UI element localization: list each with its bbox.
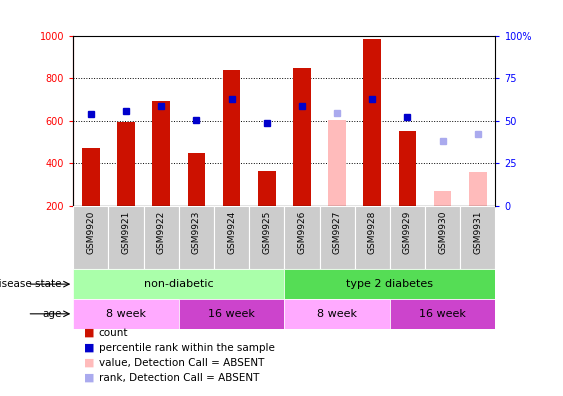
Text: ■: ■ [84, 373, 95, 383]
Bar [82, 148, 100, 206]
Bar [425, 206, 461, 269]
Bar [144, 206, 179, 269]
Text: ■: ■ [84, 343, 95, 353]
Text: GSM9925: GSM9925 [262, 211, 271, 254]
Text: age: age [43, 309, 62, 319]
Bar [355, 206, 390, 269]
Bar [390, 299, 495, 329]
Bar [258, 171, 275, 206]
Text: 8 week: 8 week [317, 309, 357, 319]
Bar [214, 206, 249, 269]
Text: rank, Detection Call = ABSENT: rank, Detection Call = ABSENT [99, 373, 259, 383]
Bar [364, 39, 381, 206]
Bar [399, 131, 416, 206]
Bar [223, 70, 240, 206]
Bar [434, 191, 452, 206]
Text: 16 week: 16 week [208, 309, 255, 319]
Bar [320, 206, 355, 269]
Bar [73, 269, 284, 299]
Text: GSM9923: GSM9923 [192, 211, 201, 254]
Bar [108, 206, 144, 269]
Bar [461, 206, 495, 269]
Bar [293, 68, 311, 206]
Text: GSM9926: GSM9926 [297, 211, 306, 254]
Text: 8 week: 8 week [106, 309, 146, 319]
Text: GSM9921: GSM9921 [122, 211, 131, 254]
Bar [117, 122, 135, 206]
Text: GSM9922: GSM9922 [157, 211, 166, 254]
Text: disease state: disease state [0, 279, 62, 289]
Bar [284, 206, 320, 269]
Text: GSM9929: GSM9929 [403, 211, 412, 254]
Bar [390, 206, 425, 269]
Text: GSM9928: GSM9928 [368, 211, 377, 254]
Bar [153, 101, 170, 206]
Text: value, Detection Call = ABSENT: value, Detection Call = ABSENT [99, 358, 264, 368]
Bar [249, 206, 284, 269]
Text: GSM9920: GSM9920 [86, 211, 95, 254]
Bar [73, 299, 179, 329]
Text: 16 week: 16 week [419, 309, 466, 319]
Text: GSM9931: GSM9931 [473, 211, 482, 255]
Bar [284, 269, 495, 299]
Text: percentile rank within the sample: percentile rank within the sample [99, 343, 274, 353]
Bar [328, 120, 346, 206]
Text: type 2 diabetes: type 2 diabetes [346, 279, 434, 289]
Bar [469, 172, 486, 206]
Bar [284, 299, 390, 329]
Bar [187, 153, 205, 206]
Text: ■: ■ [84, 358, 95, 368]
Text: count: count [99, 327, 128, 338]
Bar [179, 299, 284, 329]
Text: GSM9924: GSM9924 [227, 211, 236, 254]
Text: GSM9927: GSM9927 [333, 211, 342, 254]
Text: ■: ■ [84, 327, 95, 338]
Text: non-diabetic: non-diabetic [144, 279, 213, 289]
Bar [73, 206, 108, 269]
Bar [179, 206, 214, 269]
Text: GSM9930: GSM9930 [438, 211, 447, 255]
